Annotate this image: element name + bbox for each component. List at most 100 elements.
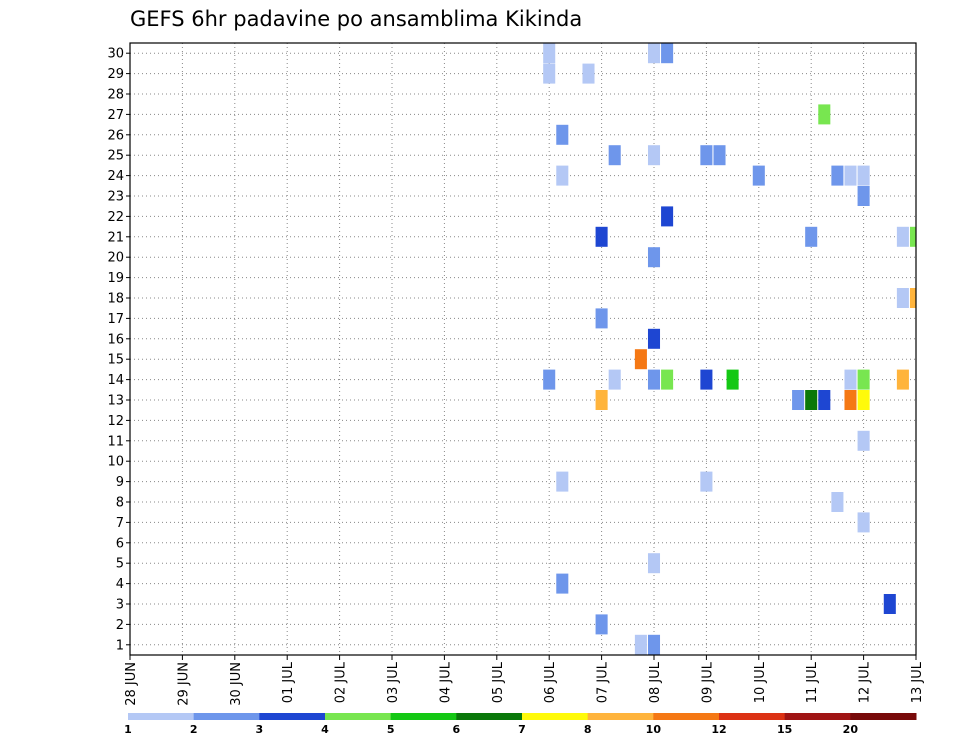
y-tick-label: 21 <box>107 230 124 245</box>
x-tick-label: 29 JUN <box>176 662 191 706</box>
data-cell <box>634 349 647 370</box>
legend-label: 8 <box>584 723 592 736</box>
data-cell <box>595 308 608 329</box>
x-tick-label: 10 JUL <box>753 661 768 703</box>
cells <box>543 43 916 655</box>
y-tick-label: 14 <box>107 373 124 388</box>
data-cell <box>857 369 870 390</box>
x-tick-label: 03 JUL <box>386 661 401 703</box>
data-cell <box>647 43 661 64</box>
data-cell <box>752 165 765 186</box>
y-tick-label: 12 <box>107 414 124 429</box>
legend-swatch <box>850 713 917 720</box>
data-cell <box>857 430 870 451</box>
x-tick-label: 05 JUL <box>491 661 506 703</box>
data-cell <box>857 512 870 533</box>
legend-label: 20 <box>843 723 859 736</box>
data-cell <box>818 390 831 410</box>
y-tick-label: 15 <box>107 353 124 368</box>
y-tick-label: 17 <box>107 312 124 327</box>
data-cell <box>661 43 674 64</box>
legend-label: 6 <box>453 723 461 736</box>
legend-label: 4 <box>321 723 329 736</box>
chart-title: GEFS 6hr padavine po ansamblima Kikinda <box>130 7 582 31</box>
legend-label: 1 <box>124 723 132 736</box>
legend-label: 5 <box>387 723 395 736</box>
y-tick-label: 7 <box>116 516 124 531</box>
data-cell <box>556 471 569 492</box>
legend-label: 12 <box>711 723 726 736</box>
data-cell <box>634 634 647 655</box>
data-cell <box>700 471 713 492</box>
legend-swatch <box>325 713 392 720</box>
data-cell <box>595 614 608 635</box>
data-cell <box>805 390 818 410</box>
y-tick-label: 16 <box>107 332 124 347</box>
x-tick-label: 07 JUL <box>596 661 611 703</box>
data-cell <box>556 573 569 594</box>
y-tick-label: 27 <box>107 108 124 123</box>
y-tick-label: 18 <box>107 292 124 307</box>
x-tick-label: 06 JUL <box>543 661 558 703</box>
data-cell <box>647 145 661 166</box>
y-axis: 1234567891011121314151617181920212223242… <box>107 47 130 653</box>
legend-swatch <box>259 713 326 720</box>
data-cell <box>896 369 909 390</box>
data-cell <box>647 328 661 349</box>
data-cell <box>608 145 621 166</box>
y-tick-label: 9 <box>116 475 124 490</box>
data-cell <box>818 104 831 125</box>
data-cell <box>844 390 857 410</box>
x-tick-label: 04 JUL <box>438 661 453 703</box>
data-cell <box>608 369 621 390</box>
legend-swatch <box>193 713 260 720</box>
y-tick-label: 29 <box>107 67 124 82</box>
grid <box>130 43 916 655</box>
legend-swatch <box>653 713 720 720</box>
y-tick-label: 8 <box>116 496 124 511</box>
data-cell <box>582 63 595 84</box>
data-cell <box>883 594 896 614</box>
data-cell <box>647 553 661 574</box>
data-cell <box>896 226 909 247</box>
plot-frame <box>129 42 917 656</box>
y-tick-label: 4 <box>116 577 124 592</box>
data-cell <box>844 369 857 390</box>
data-cell <box>556 165 569 186</box>
data-cell <box>713 145 726 166</box>
legend-swatch <box>587 713 654 720</box>
data-cell <box>909 288 916 308</box>
data-cell <box>700 145 713 166</box>
data-cell <box>647 369 661 390</box>
legend-swatch <box>784 713 851 720</box>
y-tick-label: 26 <box>107 128 124 143</box>
x-tick-label: 08 JUL <box>648 661 663 703</box>
legend-swatch <box>456 713 523 720</box>
data-cell <box>726 369 739 390</box>
data-cell <box>543 369 556 390</box>
data-cell <box>896 288 909 308</box>
y-tick-label: 28 <box>107 88 124 103</box>
x-tick-label: 02 JUL <box>334 661 349 703</box>
data-cell <box>543 43 556 64</box>
data-cell <box>647 247 661 268</box>
y-tick-label: 22 <box>107 210 124 225</box>
legend-label: 7 <box>518 723 526 736</box>
data-cell <box>831 492 844 512</box>
legend-swatch <box>128 713 195 720</box>
data-cell <box>909 226 916 247</box>
data-cell <box>595 226 608 247</box>
data-cell <box>792 390 805 410</box>
y-tick-label: 20 <box>107 251 124 266</box>
data-cell <box>556 124 569 145</box>
data-cell <box>543 63 556 84</box>
y-tick-label: 19 <box>107 271 124 286</box>
y-tick-label: 23 <box>107 190 124 205</box>
data-cell <box>595 390 608 410</box>
legend-swatch <box>522 713 589 720</box>
x-tick-label: 30 JUN <box>229 662 244 706</box>
legend-swatch <box>719 713 786 720</box>
data-cell <box>831 165 844 186</box>
legend-label: 2 <box>190 723 198 736</box>
